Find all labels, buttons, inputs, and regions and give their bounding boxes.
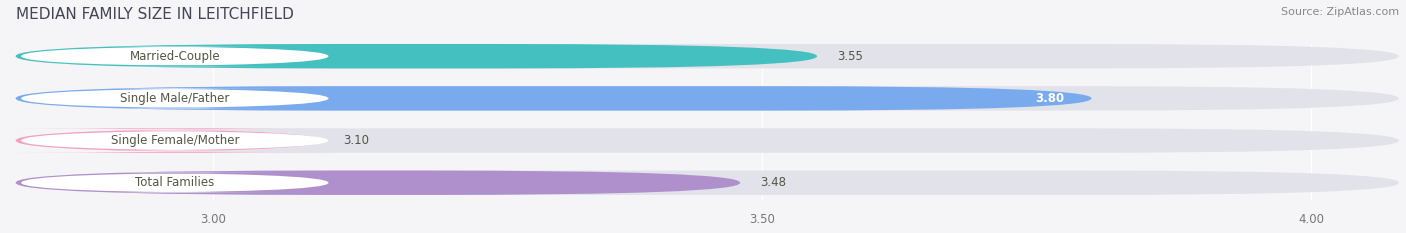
Text: 3.48: 3.48 <box>761 176 786 189</box>
Text: 3.10: 3.10 <box>343 134 368 147</box>
FancyBboxPatch shape <box>15 44 817 69</box>
FancyBboxPatch shape <box>21 88 329 108</box>
Text: 3.55: 3.55 <box>837 50 863 63</box>
Text: Married-Couple: Married-Couple <box>129 50 221 63</box>
Text: Single Male/Father: Single Male/Father <box>120 92 229 105</box>
FancyBboxPatch shape <box>21 173 329 193</box>
FancyBboxPatch shape <box>4 128 335 153</box>
FancyBboxPatch shape <box>15 128 1399 153</box>
Text: Source: ZipAtlas.com: Source: ZipAtlas.com <box>1281 7 1399 17</box>
FancyBboxPatch shape <box>15 171 1399 195</box>
Text: Total Families: Total Families <box>135 176 215 189</box>
Text: 3.80: 3.80 <box>1035 92 1064 105</box>
FancyBboxPatch shape <box>21 130 329 151</box>
FancyBboxPatch shape <box>15 86 1399 111</box>
FancyBboxPatch shape <box>21 46 329 66</box>
FancyBboxPatch shape <box>15 44 1399 69</box>
Text: MEDIAN FAMILY SIZE IN LEITCHFIELD: MEDIAN FAMILY SIZE IN LEITCHFIELD <box>15 7 294 22</box>
FancyBboxPatch shape <box>15 86 1091 111</box>
Text: Single Female/Mother: Single Female/Mother <box>111 134 239 147</box>
FancyBboxPatch shape <box>15 171 741 195</box>
